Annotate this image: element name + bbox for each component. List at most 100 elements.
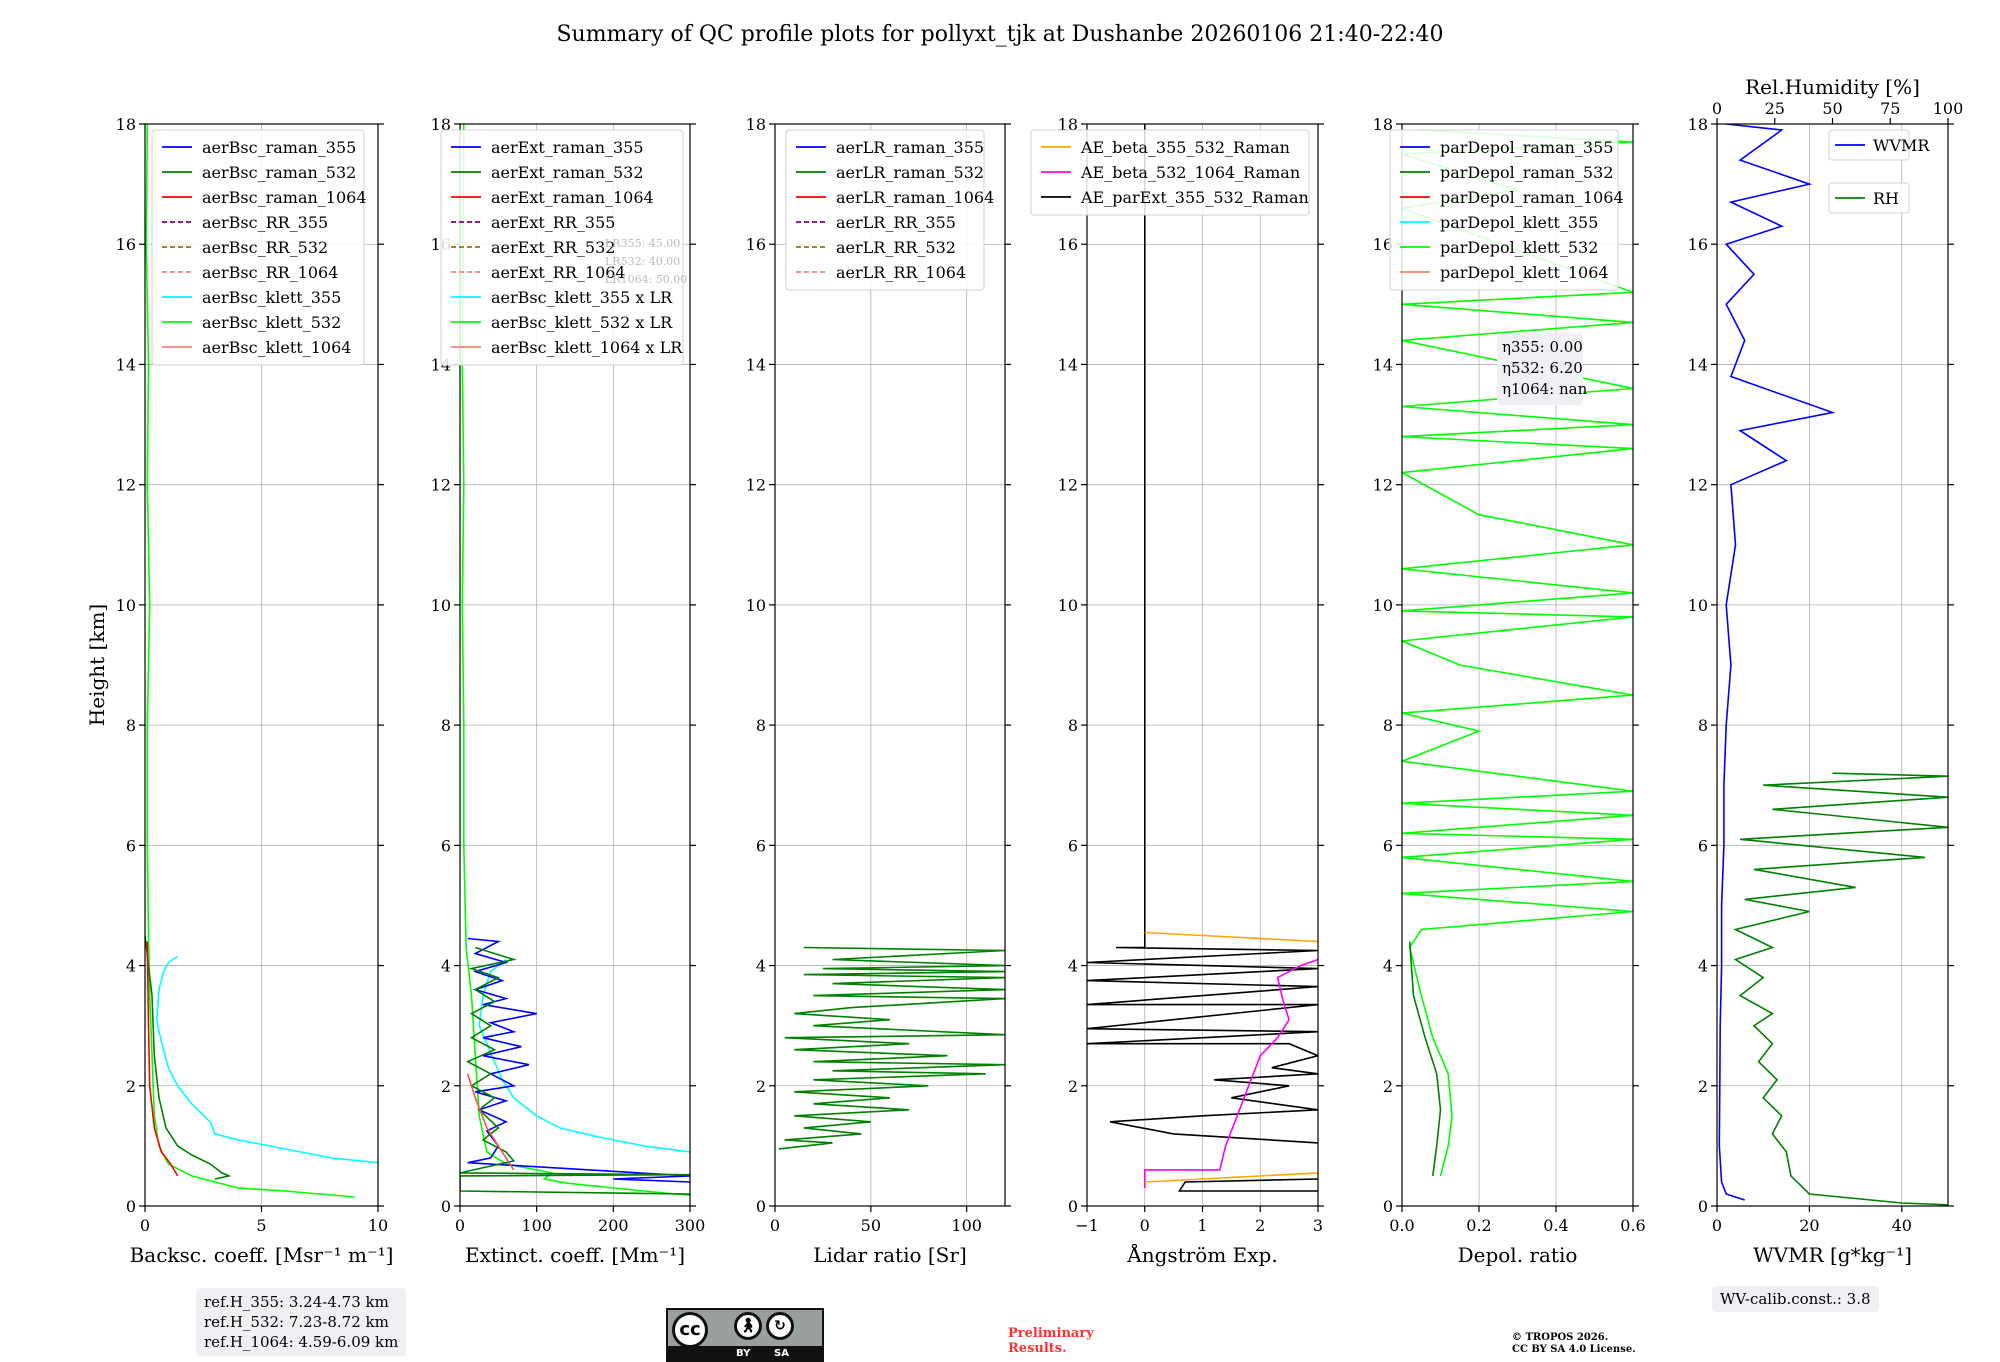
x-axis-label: Ångström Exp. <box>1126 1242 1277 1267</box>
license-terms-bar: BY SA <box>668 1346 822 1360</box>
y-tick-label: 14 <box>1373 355 1393 374</box>
series-line-aerbsc-klett-532-x-lr <box>461 124 690 1196</box>
share-alike-icon: ↻ <box>766 1312 794 1340</box>
x-axis-label: Extinct. coeff. [Mm⁻¹] <box>465 1243 685 1267</box>
y-tick-label: 0 <box>126 1197 136 1216</box>
panel-extinction: 0246810121416180100200300Extinct. coeff.… <box>431 115 706 1267</box>
axes-frame <box>774 123 1006 1207</box>
legend-label: aerBsc_klett_1064 <box>202 338 351 357</box>
legend-box <box>1389 129 1619 291</box>
series-line-aerext-raman-355 <box>467 937 690 1183</box>
x-tick-label: 0 <box>1140 1216 1150 1235</box>
legend-label: aerLR_raman_532 <box>836 163 984 182</box>
y-tick-label: 10 <box>1058 596 1078 615</box>
panel-lidar_ratio: 0 2 4 6 8 10 12 14 16 18 0 50 100 Lidar ratio [Sr] aer… <box>746 115 1011 1267</box>
legend-box <box>1828 129 1910 161</box>
legend-label: parDepol_klett_1064 <box>1440 263 1609 282</box>
eta-note: η1064: nan <box>1502 380 1588 398</box>
legend-label: aerLR_RR_1064 <box>836 263 966 282</box>
wv-calibration-box: WV-calib.const.: 3.8 <box>1712 1286 1879 1312</box>
legend-box <box>1030 129 1310 216</box>
legend-box <box>785 129 985 291</box>
y-tick-label: 12 <box>1058 476 1078 495</box>
y-tick-label: 12 <box>116 476 136 495</box>
legend-label: parDepol_klett_532 <box>1440 238 1598 257</box>
y-tick-label: 6 <box>126 836 136 855</box>
x-tick-label: 300 <box>675 1216 706 1235</box>
series-line-aerbsc-klett-355-x-lr <box>478 958 690 1153</box>
lidar-ratio-note: LR532: 40.00 <box>605 255 680 268</box>
panel-backscatter: 0 2 4 6 8 10 12 14 16 18 0 5 10 Backsc. coeff. [Msr⁻¹… <box>116 115 394 1267</box>
legend-label: parDepol_raman_1064 <box>1440 188 1624 207</box>
y-tick-label: 14 <box>1058 355 1078 374</box>
panel-depol: 0 2 4 6 8 10 12 14 16 18 0.0 0.2 0.4 0.6 Depol. ratio p… <box>1373 115 1646 1267</box>
x-tick-label: 10 <box>368 1216 388 1235</box>
y-tick-label: 2 <box>1383 1077 1393 1096</box>
y-tick-label: 4 <box>441 957 451 976</box>
license-by-label: BY <box>736 1348 751 1359</box>
legend-extinction: aerExt_raman_355 aerExt_raman_532 aerExt_r… <box>440 129 684 366</box>
series-line-pardepol-klett-532 <box>1402 129 1633 1177</box>
y-tick-label: 6 <box>1383 836 1393 855</box>
y-tick-label: 12 <box>431 476 451 495</box>
x-tick-label: 0.2 <box>1466 1216 1491 1235</box>
ref-height-532: ref.H_532: 7.23-8.72 km <box>204 1313 389 1331</box>
eta-note: η355: 0.00 <box>1502 338 1583 356</box>
legend-label: aerLR_RR_355 <box>836 213 956 232</box>
x-tick-label: 0.0 <box>1389 1216 1414 1235</box>
y-tick-label: 16 <box>1688 235 1708 254</box>
copyright-line-1: © TROPOS 2026. <box>1512 1332 1609 1343</box>
lidar-ratio-note: LR355: 45.00 <box>605 237 680 250</box>
legend-label: aerExt_raman_532 <box>491 163 644 182</box>
legend-label: aerExt_raman_355 <box>491 138 644 157</box>
y-tick-label: 10 <box>116 596 136 615</box>
series-line-aerext-raman-1064 <box>466 1073 515 1171</box>
x-tick-label: 200 <box>598 1216 629 1235</box>
legend-box <box>440 129 684 366</box>
y-tick-label: 6 <box>1068 836 1078 855</box>
legend-label: parDepol_raman_532 <box>1440 163 1613 182</box>
preliminary-line-1: Preliminary <box>1008 1326 1094 1341</box>
legend-wvmr: WVMR RH <box>1828 129 1930 214</box>
legend-label: aerBsc_raman_532 <box>202 163 356 182</box>
legend-label: aerBsc_raman_355 <box>202 138 356 157</box>
legend-label: aerExt_RR_355 <box>491 213 615 232</box>
legend-label: aerLR_raman_355 <box>836 138 984 157</box>
y-tick-label: 2 <box>756 1077 766 1096</box>
legend-label: aerLR_RR_532 <box>836 238 956 257</box>
legend-label: aerBsc_raman_1064 <box>202 188 367 207</box>
legend-label: aerLR_raman_1064 <box>836 188 994 207</box>
y-tick-label: 8 <box>441 716 451 735</box>
y-tick-label: 18 <box>746 115 766 134</box>
y-tick-label: 4 <box>1383 957 1393 976</box>
legend-label: WVMR <box>1873 136 1930 155</box>
y-tick-label: 16 <box>116 235 136 254</box>
y-tick-label: 10 <box>746 596 766 615</box>
x-tick-label: 50 <box>861 1216 881 1235</box>
y-tick-label: 6 <box>756 836 766 855</box>
x-tick-label: 2 <box>1255 1216 1265 1235</box>
axes-frame <box>459 123 691 1207</box>
y-tick-label: 18 <box>116 115 136 134</box>
series-line-aerbsc-raman-1064 <box>146 941 179 1177</box>
legend-label: parDepol_klett_355 <box>1440 213 1598 232</box>
legend-label: aerExt_RR_532 <box>491 238 615 257</box>
preliminary-line-2: Results. <box>1008 1341 1067 1356</box>
y-tick-label: 0 <box>1698 1197 1708 1216</box>
series-line-ae-beta-355-532-low <box>1144 1172 1318 1183</box>
y-tick-label: 0 <box>441 1197 451 1216</box>
series-line-pardepol-raman-532 <box>1408 941 1442 1177</box>
legend-label: aerBsc_RR_1064 <box>202 263 338 282</box>
reference-height-box: ref.H_355: 3.24-4.73 km ref.H_532: 7.23-… <box>196 1288 407 1356</box>
y-tick-label: 2 <box>126 1077 136 1096</box>
axes-frame <box>1401 123 1634 1207</box>
y-tick-label: 0 <box>1068 1197 1078 1216</box>
x-axis-label: Depol. ratio <box>1458 1243 1578 1267</box>
series-line-rh <box>1733 772 1948 1206</box>
legend-backscatter: aerBsc_raman_355 aerBsc_raman_532 aerBsc_r… <box>151 129 367 366</box>
cc-license-badge: cc 🚶︎ ↻ BY SA <box>666 1308 824 1362</box>
x-tick-label: 0 <box>1712 1216 1722 1235</box>
y-tick-label: 14 <box>116 355 136 374</box>
x-tick-label: 20 <box>1799 1216 1819 1235</box>
cc-logo-icon: cc <box>672 1312 708 1348</box>
